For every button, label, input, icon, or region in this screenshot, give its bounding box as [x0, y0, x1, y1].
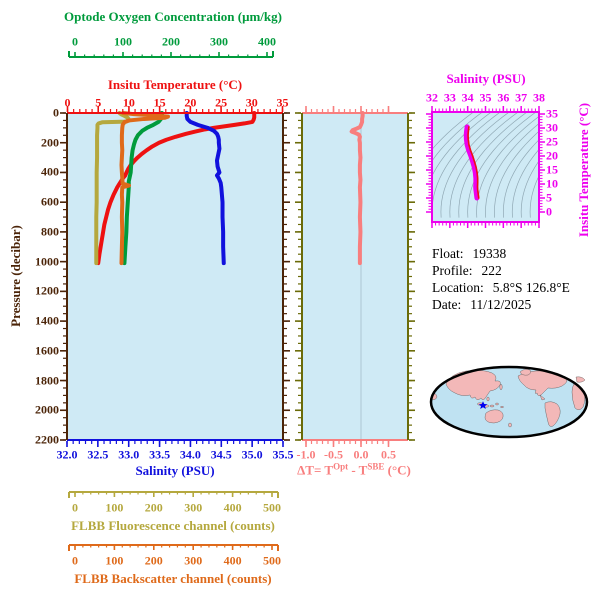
- ts-temperature-axis-title: Insitu Temperature (°C): [576, 102, 591, 238]
- delta-t-title-part: ΔT= T: [297, 462, 334, 478]
- delta-t-plot-area: [302, 113, 408, 440]
- date-label: Date:: [432, 297, 462, 312]
- profile-number-value: 222: [481, 263, 502, 278]
- fluorescence-axis-title: FLBB Fluorescence channel (counts): [71, 518, 275, 533]
- date-line: Date: 11/12/2025: [432, 297, 570, 313]
- temperature-axis-title: Insitu Temperature (°C): [107, 77, 243, 92]
- world-map-container: [428, 364, 590, 440]
- backscatter-axis-title: FLBB Backscatter channel (counts): [74, 571, 272, 586]
- float-id-line: Float: 19338: [432, 246, 570, 262]
- pressure-axis-title: Pressure (decibar): [8, 225, 23, 327]
- float-id-value: 19338: [472, 246, 507, 261]
- location-line: Location: 5.8°S 126.8°E: [432, 280, 570, 296]
- oxygen-axis-title: Optode Oxygen Concentration (μm/kg): [64, 9, 282, 24]
- ts-plot-area: [432, 112, 539, 222]
- world-map: [429, 365, 589, 439]
- salinity-axis-title: Salinity (PSU): [135, 463, 215, 478]
- ts-salinity-axis-title: Salinity (PSU): [446, 71, 526, 86]
- map-landmasses: [431, 369, 586, 428]
- float-info: Float: 19338 Profile: 222 Location: 5.8°S 1…: [432, 246, 570, 314]
- delta-t-title-part: - T: [348, 462, 368, 478]
- float-id-label: Float:: [432, 246, 464, 261]
- location-value: 5.8°S 126.8°E: [492, 280, 570, 295]
- float-location-marker: [478, 401, 488, 409]
- delta-t-axis-title: ΔT= TOpt - TSBE (°C): [297, 461, 411, 478]
- delta-t-title-part: (°C): [384, 462, 411, 478]
- profile-number-line: Profile: 222: [432, 263, 570, 279]
- map-outline: [429, 365, 589, 439]
- profile-plot-area: [67, 113, 283, 440]
- profile-number-label: Profile:: [432, 263, 473, 278]
- delta-t-title-sup-opt: Opt: [333, 461, 349, 472]
- delta-t-title-sup-sbe: SBE: [367, 461, 385, 472]
- date-value: 11/12/2025: [470, 297, 532, 312]
- location-label: Location:: [432, 280, 484, 295]
